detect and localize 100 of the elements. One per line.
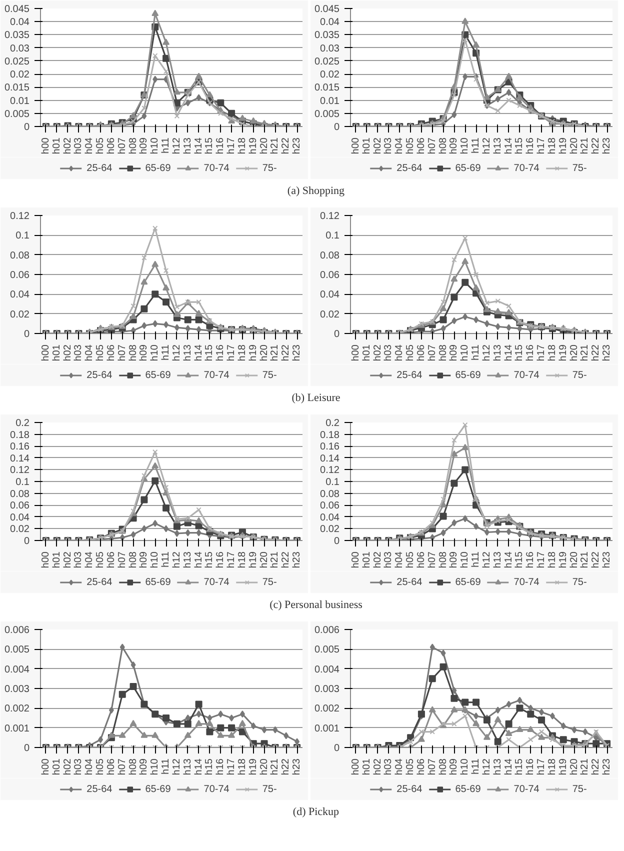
y-tick-label: 0.2	[16, 418, 30, 429]
x-tick-label: h06	[416, 137, 427, 154]
x-tick-label: h13	[182, 137, 194, 154]
x-tick-label: h08	[438, 344, 449, 362]
legend-label: 75-	[262, 162, 278, 174]
x-tick-label: h16	[525, 551, 536, 568]
x-tick-label: h15	[514, 137, 526, 154]
y-tick-label: 0.02	[10, 309, 30, 320]
y-tick-label: 0.16	[320, 442, 340, 453]
x-tick-label: h06	[106, 344, 117, 362]
x-tick-label: h23	[292, 758, 303, 776]
x-tick-label: h19	[248, 137, 259, 154]
x-tick-label: h10	[150, 137, 161, 154]
y-tick-label: 0.04	[320, 290, 340, 301]
x-tick-label: h13	[182, 758, 194, 776]
x-tick-label: h18	[546, 344, 558, 362]
legend-label: 70-74	[204, 783, 230, 795]
legend-label: 70-74	[204, 162, 230, 174]
x-tick-label: h20	[568, 137, 580, 154]
x-tick-label: h23	[292, 344, 303, 362]
x-tick-label: h01	[51, 344, 62, 362]
x-tick-label: h04	[394, 551, 406, 568]
x-tick-label: h05	[95, 551, 106, 568]
x-tick-label: h00	[40, 137, 52, 154]
x-tick-label: h10	[150, 551, 161, 568]
x-tick-label: h19	[558, 137, 569, 154]
y-tick-label: 0.005	[4, 108, 30, 120]
x-tick-label: h05	[405, 137, 416, 154]
x-tick-label: h07	[426, 551, 438, 568]
legend-label: 75-	[572, 162, 588, 174]
x-tick-label: h14	[193, 344, 204, 362]
x-tick-label: h09	[138, 758, 150, 776]
x-tick-label: h09	[448, 758, 460, 776]
x-tick-label: h23	[292, 551, 303, 568]
y-tick-label: 0.02	[10, 70, 30, 81]
x-tick-label: h05	[405, 758, 416, 776]
x-tick-label: h19	[558, 344, 569, 362]
x-tick-label: h00	[40, 551, 52, 568]
x-tick-label: h02	[62, 551, 74, 568]
y-tick-label: 0.035	[314, 30, 340, 42]
y-tick-label: 0.12	[320, 465, 340, 476]
legend-label: 70-74	[514, 783, 540, 795]
legend-label: 75-	[572, 369, 588, 381]
x-tick-label: h06	[106, 758, 117, 776]
x-tick-label: h11	[160, 137, 172, 154]
y-tick-label: 0.02	[10, 524, 30, 536]
x-tick-label: h19	[248, 344, 259, 362]
x-tick-label: h09	[448, 137, 460, 154]
x-tick-label: h16	[525, 344, 536, 362]
legend-label: 65-69	[145, 783, 171, 795]
x-tick-label: h15	[204, 551, 216, 568]
legend-label: 65-69	[455, 369, 481, 381]
x-tick-label: h18	[236, 758, 248, 776]
x-tick-label: h11	[160, 758, 172, 774]
x-tick-label: h14	[503, 137, 514, 154]
x-tick-label: h20	[258, 344, 270, 362]
legend-label: 25-64	[86, 576, 112, 588]
x-tick-label: h20	[258, 758, 270, 776]
x-tick-label: h01	[51, 551, 62, 568]
y-tick-label: 0.12	[10, 465, 30, 476]
y-tick-label: 0.03	[320, 43, 340, 54]
x-tick-label: h11	[470, 758, 482, 774]
x-tick-label: h01	[361, 344, 372, 362]
x-tick-label: h11	[470, 551, 482, 568]
x-tick-label: h12	[481, 551, 492, 568]
x-tick-label: h01	[361, 758, 372, 776]
y-tick-label: 0.015	[4, 82, 30, 94]
x-tick-label: h02	[372, 551, 384, 568]
y-tick-label: 0.08	[320, 250, 340, 262]
x-tick-label: h06	[416, 344, 427, 362]
x-tick-label: h08	[438, 551, 449, 568]
x-tick-label: h09	[138, 344, 150, 362]
y-tick-label: 0.04	[320, 17, 340, 28]
x-tick-label: h16	[525, 137, 536, 154]
x-tick-label: h10	[150, 758, 161, 776]
x-tick-label: h05	[405, 551, 416, 568]
x-tick-label: h21	[580, 551, 591, 568]
x-tick-label: h12	[481, 137, 492, 154]
y-tick-label: 0.06	[10, 270, 30, 281]
x-tick-label: h22	[590, 551, 602, 568]
x-tick-label: h17	[226, 137, 238, 154]
x-tick-label: h04	[84, 758, 96, 776]
x-tick-label: h18	[236, 137, 248, 154]
y-tick-label: 0.002	[4, 704, 30, 715]
y-tick-label: 0.01	[10, 96, 30, 107]
x-tick-label: h14	[503, 344, 514, 362]
x-tick-label: h20	[568, 551, 580, 568]
x-tick-label: h01	[361, 551, 372, 568]
legend-label: 25-64	[396, 783, 422, 795]
x-tick-label: h21	[270, 758, 281, 776]
x-tick-label: h06	[106, 551, 117, 568]
y-tick-label: 0.04	[320, 512, 340, 524]
y-tick-label: 0.003	[4, 684, 30, 695]
x-tick-label: h22	[280, 758, 292, 776]
y-tick-label: 0	[334, 329, 340, 340]
legend-label: 75-	[572, 576, 588, 588]
x-tick-label: h03	[383, 137, 394, 154]
x-tick-label: h22	[590, 137, 602, 154]
x-tick-label: h21	[580, 137, 591, 154]
x-tick-label: h15	[514, 551, 526, 568]
